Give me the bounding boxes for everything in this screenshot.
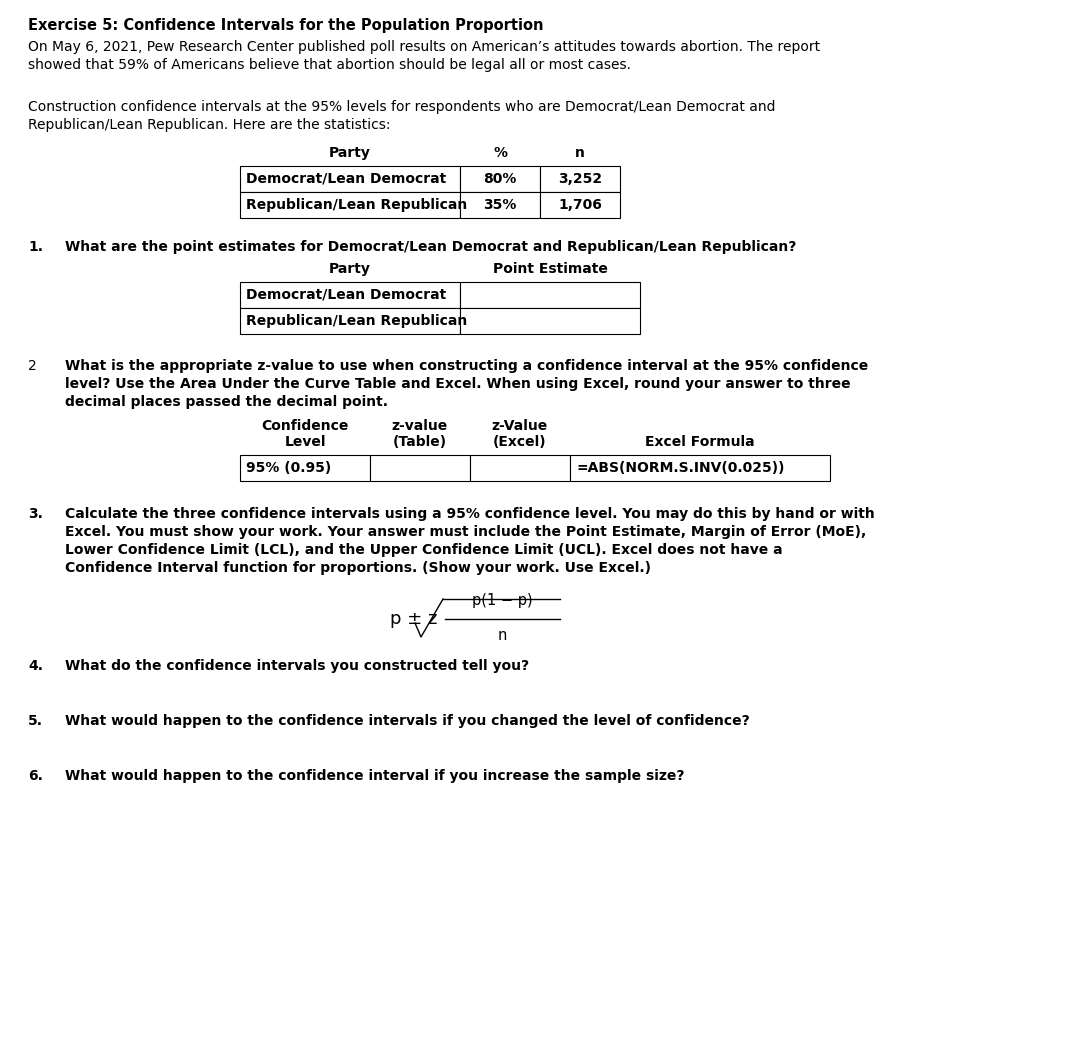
Text: decimal places passed the decimal point.: decimal places passed the decimal point. bbox=[65, 395, 388, 409]
Text: (Excel): (Excel) bbox=[493, 435, 547, 449]
Text: 4.: 4. bbox=[28, 659, 44, 673]
Bar bbox=[240, 192, 460, 218]
Bar bbox=[460, 166, 540, 192]
Text: 3.: 3. bbox=[28, 507, 42, 521]
Text: Confidence: Confidence bbox=[261, 419, 348, 433]
Bar bbox=[540, 192, 620, 218]
Text: 1.: 1. bbox=[28, 239, 44, 254]
Text: What do the confidence intervals you constructed tell you?: What do the confidence intervals you con… bbox=[65, 659, 529, 673]
Text: 3,252: 3,252 bbox=[558, 172, 602, 186]
Text: Point Estimate: Point Estimate bbox=[493, 262, 607, 276]
Text: p ± z: p ± z bbox=[390, 610, 437, 628]
Text: level? Use the Area Under the Curve Table and Excel. When using Excel, round you: level? Use the Area Under the Curve Tabl… bbox=[65, 377, 851, 391]
Text: (Table): (Table) bbox=[393, 435, 447, 449]
Text: =ABS(NORM.S.INV(0.025)): =ABS(NORM.S.INV(0.025)) bbox=[576, 461, 784, 475]
Text: Lower Confidence Limit (LCL), and the Upper Confidence Limit (UCL). Excel does n: Lower Confidence Limit (LCL), and the Up… bbox=[65, 543, 782, 557]
Text: Republican/Lean Republican: Republican/Lean Republican bbox=[246, 314, 467, 328]
Text: Exercise 5: Confidence Intervals for the Population Proportion: Exercise 5: Confidence Intervals for the… bbox=[28, 18, 544, 33]
Bar bbox=[470, 455, 570, 481]
Bar bbox=[240, 282, 460, 308]
Bar bbox=[570, 455, 830, 481]
Text: What would happen to the confidence intervals if you changed the level of confid: What would happen to the confidence inte… bbox=[65, 714, 750, 728]
Text: Democrat/Lean Democrat: Democrat/Lean Democrat bbox=[246, 172, 446, 186]
Bar bbox=[460, 308, 640, 334]
Text: Level: Level bbox=[284, 435, 325, 449]
Bar bbox=[240, 455, 370, 481]
Text: 80%: 80% bbox=[483, 172, 517, 186]
Text: Calculate the three confidence intervals using a 95% confidence level. You may d: Calculate the three confidence intervals… bbox=[65, 507, 875, 521]
Text: 2: 2 bbox=[28, 359, 37, 373]
Text: 6.: 6. bbox=[28, 769, 42, 783]
Text: n: n bbox=[498, 628, 507, 642]
Text: What would happen to the confidence interval if you increase the sample size?: What would happen to the confidence inte… bbox=[65, 769, 684, 783]
Text: Construction confidence intervals at the 95% levels for respondents who are Demo: Construction confidence intervals at the… bbox=[28, 100, 776, 114]
Bar bbox=[460, 192, 540, 218]
Text: 1,706: 1,706 bbox=[558, 198, 602, 212]
Text: Republican/Lean Republican. Here are the statistics:: Republican/Lean Republican. Here are the… bbox=[28, 118, 391, 132]
Text: 35%: 35% bbox=[483, 198, 517, 212]
Text: p(1 − p): p(1 − p) bbox=[472, 594, 533, 609]
Bar bbox=[240, 308, 460, 334]
Text: What are the point estimates for Democrat/Lean Democrat and Republican/Lean Repu: What are the point estimates for Democra… bbox=[65, 239, 796, 254]
Text: showed that 59% of Americans believe that abortion should be legal all or most c: showed that 59% of Americans believe tha… bbox=[28, 58, 631, 72]
Text: 95% (0.95): 95% (0.95) bbox=[246, 461, 331, 475]
Text: Democrat/Lean Democrat: Democrat/Lean Democrat bbox=[246, 288, 446, 302]
Text: Republican/Lean Republican: Republican/Lean Republican bbox=[246, 198, 467, 212]
Text: On May 6, 2021, Pew Research Center published poll results on American’s attitud: On May 6, 2021, Pew Research Center publ… bbox=[28, 40, 820, 54]
Text: Party: Party bbox=[329, 262, 371, 276]
Text: z-Value: z-Value bbox=[492, 419, 548, 433]
Text: Party: Party bbox=[329, 146, 371, 160]
Bar bbox=[460, 282, 640, 308]
Bar bbox=[370, 455, 470, 481]
Text: What is the appropriate z-value to use when constructing a confidence interval a: What is the appropriate z-value to use w… bbox=[65, 359, 868, 373]
Bar bbox=[240, 166, 460, 192]
Text: Confidence Interval function for proportions. (Show your work. Use Excel.): Confidence Interval function for proport… bbox=[65, 561, 651, 575]
Text: 5.: 5. bbox=[28, 714, 44, 728]
Text: Excel. You must show your work. Your answer must include the Point Estimate, Mar: Excel. You must show your work. Your ans… bbox=[65, 525, 866, 539]
Text: n: n bbox=[576, 146, 585, 160]
Bar bbox=[540, 166, 620, 192]
Text: Excel Formula: Excel Formula bbox=[645, 435, 755, 449]
Text: z-value: z-value bbox=[392, 419, 448, 433]
Text: %: % bbox=[493, 146, 507, 160]
